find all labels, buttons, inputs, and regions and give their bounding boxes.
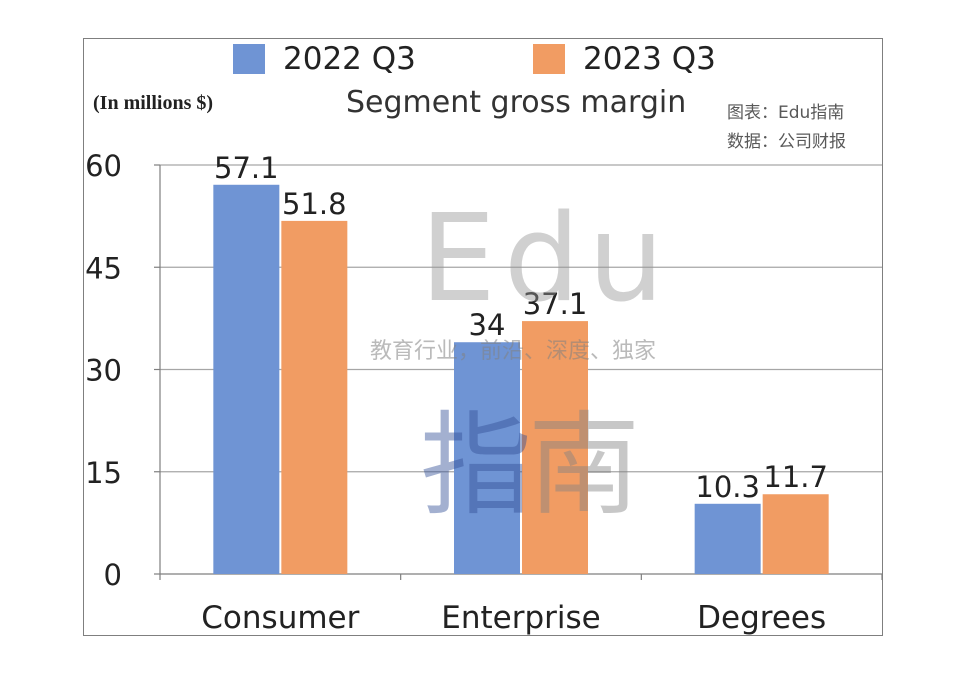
x-category-label: Enterprise	[441, 600, 600, 636]
bar-consumer-series-1	[213, 184, 280, 575]
legend-swatch-2022-q3	[233, 44, 265, 74]
y-tick-label: 0	[104, 558, 122, 592]
data-label: 11.7	[763, 460, 828, 494]
y-tick-label: 45	[85, 251, 122, 285]
data-label: 51.8	[282, 187, 347, 221]
chart-credit: 图表：Edu指南	[727, 103, 845, 123]
bar-enterprise-series-2	[522, 321, 588, 574]
chart-frame	[83, 38, 883, 636]
data-label: 10.3	[695, 470, 760, 504]
data-label: 57.1	[214, 151, 279, 185]
legend-swatch-2023-q3	[533, 44, 565, 74]
data-source: 数据：公司财报	[727, 132, 846, 152]
data-label: 37.1	[523, 287, 588, 321]
units-label: (In millions $)	[93, 92, 214, 114]
legend-label-2022-q3: 2022 Q3	[283, 41, 416, 77]
y-tick-label: 60	[85, 149, 122, 183]
bar-consumer-series-2	[281, 220, 348, 574]
legend-label-2023-q3: 2023 Q3	[583, 41, 716, 77]
bar-degrees-series-2	[762, 494, 829, 574]
legend-item-2023-q3: 2023 Q3	[533, 41, 716, 77]
bar-enterprise-series-1	[454, 342, 520, 574]
x-category-label: Degrees	[697, 600, 826, 636]
chart-title: Segment gross margin	[346, 85, 687, 120]
bar-degrees-series-1	[694, 503, 761, 574]
data-label: 34	[469, 308, 506, 342]
y-tick-label: 30	[85, 354, 122, 388]
x-category-label: Consumer	[201, 600, 359, 636]
y-tick-label: 15	[85, 456, 122, 490]
legend-item-2022-q3: 2022 Q3	[233, 41, 416, 77]
